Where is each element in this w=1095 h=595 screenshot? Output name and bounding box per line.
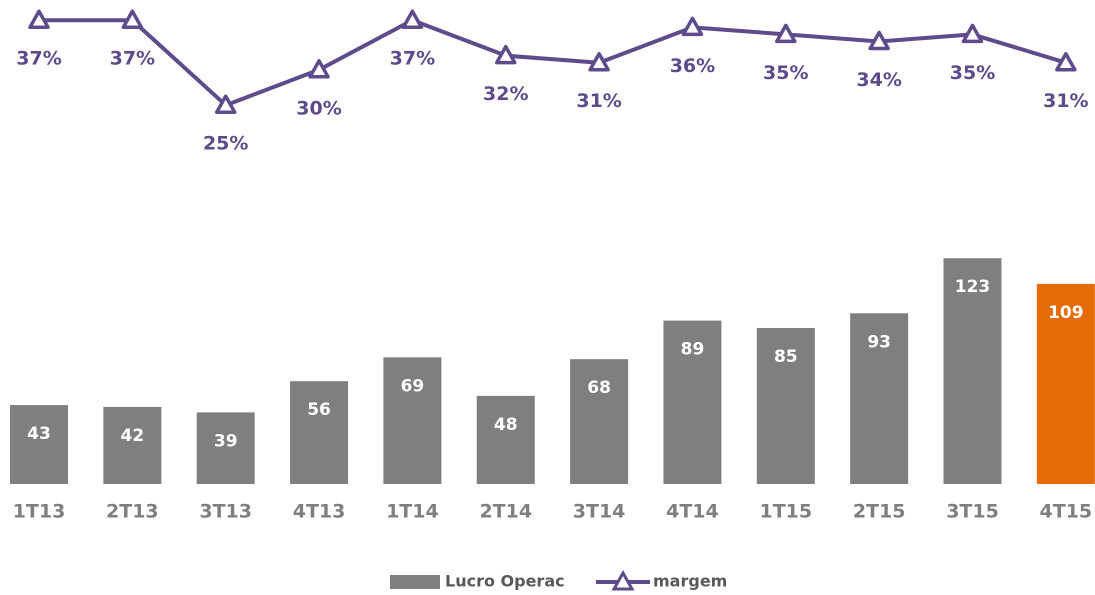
line-value-label: 36% [670, 55, 715, 77]
bar [756, 327, 815, 484]
bar [943, 258, 1002, 484]
x-tick-label: 3T13 [199, 501, 252, 523]
x-tick-label: 4T14 [666, 501, 719, 523]
bar-value-label: 43 [27, 424, 51, 444]
x-tick-label: 1T15 [759, 501, 812, 523]
bar-value-label: 48 [494, 415, 518, 435]
x-tick-label: 3T15 [946, 501, 999, 523]
line-value-label: 34% [856, 69, 901, 91]
bar-value-label: 56 [307, 400, 331, 420]
legend-label: Lucro Operac [445, 572, 565, 591]
line-marker [681, 16, 704, 37]
line-value-label: 37% [16, 48, 61, 70]
x-tick-label: 3T14 [573, 501, 626, 523]
legend-label: margem [653, 572, 727, 591]
line-value-label: 35% [950, 62, 995, 84]
line-marker [401, 9, 424, 29]
bar-value-label: 39 [214, 431, 238, 451]
bar-value-label: 109 [1048, 303, 1084, 323]
bar-value-label: 93 [867, 332, 891, 352]
margin-line [39, 18, 1067, 108]
line-value-label: 31% [1043, 90, 1088, 112]
bar-value-label: 68 [587, 378, 611, 398]
bar-value-label: 89 [681, 340, 705, 360]
bar [663, 320, 722, 484]
x-tick-label: 2T13 [106, 501, 159, 523]
bar [290, 381, 349, 484]
line-value-label: 30% [296, 97, 341, 119]
bar [10, 405, 68, 484]
line-marker [775, 23, 797, 44]
bar-value-label: 123 [955, 277, 991, 297]
x-tick-label: 2T14 [479, 501, 532, 523]
line-marker [495, 44, 517, 65]
bar [383, 357, 442, 484]
line-marker [588, 51, 610, 72]
line-marker [868, 30, 890, 51]
line-marker [308, 59, 330, 79]
bar [570, 359, 629, 484]
line-marker [121, 9, 144, 29]
legend-swatch [390, 575, 440, 589]
bar [103, 406, 162, 484]
bar [196, 412, 255, 484]
bar [476, 395, 535, 484]
bar-value-label: 85 [774, 347, 798, 367]
line-value-label: 32% [483, 83, 528, 105]
x-tick-label: 2T15 [853, 501, 906, 523]
line-value-label: 25% [203, 133, 248, 155]
line-value-label: 37% [110, 48, 155, 70]
x-tick-label: 1T14 [386, 501, 439, 523]
line-value-label: 35% [763, 62, 808, 84]
x-tick-label: 1T13 [13, 501, 66, 523]
bar-value-label: 69 [401, 376, 425, 396]
x-tick-label: 4T13 [293, 501, 346, 523]
bar [1036, 283, 1095, 484]
line-value-label: 31% [576, 90, 621, 112]
line-marker [961, 23, 984, 44]
bar [850, 313, 909, 484]
line-marker [1055, 51, 1077, 72]
line-marker [28, 9, 50, 29]
bar-value-label: 42 [121, 426, 145, 446]
line-marker [214, 94, 237, 114]
x-tick-label: 4T15 [1040, 501, 1093, 523]
legend-marker [611, 569, 635, 591]
line-value-label: 37% [390, 48, 435, 70]
